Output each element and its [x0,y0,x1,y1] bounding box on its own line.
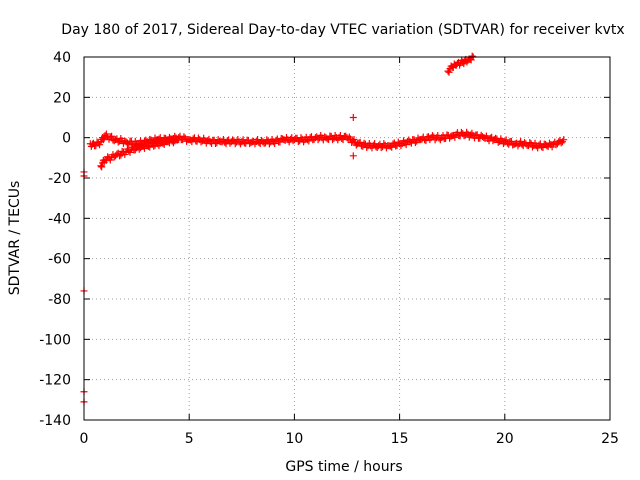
data-point-lower-branch [97,162,105,170]
data-point-main-band [96,141,104,149]
data-point-main-band [108,132,116,140]
y-tick-label: -20 [48,171,71,187]
chart-title: Day 180 of 2017, Sidereal Day-to-day VTE… [61,22,624,38]
data-point-lower-branch [98,163,106,171]
y-tick-label: -40 [48,211,71,227]
data-point-main-band [371,140,379,148]
axis-ticks: 0 5 10 15 20 25 -140 -120 -100 -80 -60 -40 -20 0 20 40 [39,50,619,447]
x-tick-label: 10 [285,431,303,447]
data-point-main-band [526,139,534,147]
data-point-main-band [305,137,313,145]
data-point-main-band [494,138,502,146]
data-point-spike [349,114,357,121]
y-tick-label: -140 [39,413,71,429]
x-axis-label: GPS time / hours [285,459,402,475]
y-tick-label: -120 [39,373,71,389]
y-axis-label: SDTVAR / TECUs [7,181,23,296]
data-point-main-band [502,136,510,144]
data-point-main-band [451,133,459,141]
x-tick-label: 0 [80,431,89,447]
y-tick-label: -100 [39,332,71,348]
x-tick-label: 5 [185,431,194,447]
data-point-lower-branch [160,141,168,149]
data-point-main-band [411,139,419,147]
data-point-lower-branch [150,142,158,150]
data-point-main-band [560,136,568,144]
data-point-spike [349,152,357,160]
data-point-main-band [394,138,402,146]
x-tick-label: 20 [496,431,514,447]
x-tick-label: 15 [391,431,409,447]
data-point-lower-branch [116,152,124,160]
data-point-main-band [402,141,410,149]
data-point-lower-branch [175,136,183,144]
y-tick-label: -60 [48,252,71,268]
data-point-lower-branch [135,145,143,153]
data-point-main-band [350,136,358,144]
data-point-main-band [212,139,219,147]
y-tick-label: 20 [53,90,71,106]
data-point-lower-branch [146,143,154,151]
data-point-main-band [197,138,205,146]
data-point-main-band [180,133,188,141]
data-point-main-band [380,140,388,148]
data-point-main-band [102,130,110,138]
data-point-main-band [271,140,279,148]
x-tick-label: 25 [601,431,619,447]
data-point-high-branch [468,52,476,60]
data-point-main-band [422,137,430,145]
data-point-lower-branch [126,148,134,156]
y-tick-label: -80 [48,292,71,308]
plot-frame [83,56,611,421]
data-points [80,52,568,406]
data-point-main-band [114,138,122,146]
grid [84,57,610,420]
data-point-main-band [528,143,536,151]
data-point-main-band [356,138,364,146]
data-point-main-band [546,139,554,147]
y-tick-label: 40 [53,50,71,66]
y-tick-label: 0 [62,131,71,147]
data-point-high-branch [445,68,453,76]
data-point-main-band [388,143,396,151]
